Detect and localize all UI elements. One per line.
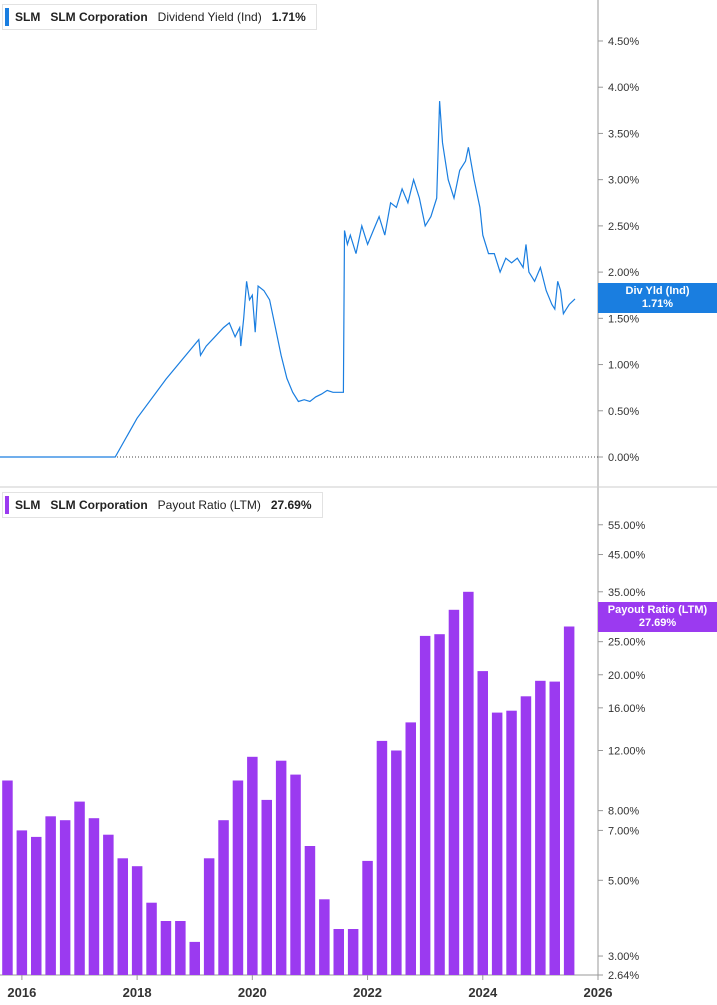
payout-bar (45, 816, 56, 975)
payout-bar (31, 836, 42, 975)
payout-bar (88, 818, 100, 975)
y-tick-label: 4.00% (608, 82, 639, 94)
legend-dividend-yield[interactable]: SLM SLM Corporation Dividend Yield (Ind)… (2, 4, 317, 30)
payout-bar (261, 799, 272, 975)
y-tick-label: 2.64% (608, 970, 639, 982)
payout-bar (319, 899, 330, 975)
legend-value: 1.71% (271, 10, 306, 24)
dividend-yield-badge: Div Yld (Ind) 1.71% (598, 283, 717, 313)
payout-bar (391, 750, 402, 975)
y-tick-label: 2.00% (608, 267, 639, 279)
y-tick-label: 25.00% (608, 637, 646, 649)
y-tick-label: 3.50% (608, 128, 639, 140)
badge-value: 1.71% (641, 298, 674, 310)
payout-bar (448, 609, 460, 975)
payout-bar (405, 722, 416, 975)
y-tick-label: 5.00% (608, 875, 639, 887)
x-tick-label: 2024 (468, 985, 498, 1000)
legend-ticker: SLM (15, 10, 41, 24)
payout-bar (463, 591, 474, 975)
x-tick-label: 2016 (7, 985, 36, 1000)
legend-company: SLM Corporation (50, 10, 148, 24)
payout-bar (16, 830, 28, 975)
legend-company: SLM Corporation (50, 498, 148, 512)
y-tick-label: 8.00% (608, 806, 639, 818)
y-tick-label: 12.00% (608, 745, 646, 757)
payout-bar (535, 680, 546, 975)
payout-bar (491, 712, 503, 975)
legend-ticker: SLM (15, 498, 41, 512)
payout-bar (146, 902, 157, 975)
payout-bar (175, 921, 186, 975)
payout-bar (218, 820, 229, 975)
y-tick-label: 0.00% (608, 452, 639, 464)
payout-bar (419, 635, 431, 975)
payout-bar (59, 820, 71, 975)
payout-bar (247, 756, 258, 975)
y-tick-label: 16.00% (608, 703, 646, 715)
payout-bar (290, 774, 301, 975)
payout-bar (74, 801, 85, 975)
x-tick-label: 2018 (123, 985, 152, 1000)
payout-bar (275, 760, 287, 975)
payout-bar (506, 710, 517, 975)
legend-metric: Payout Ratio (LTM) (157, 498, 261, 512)
payout-bar (563, 626, 575, 975)
legend-metric: Dividend Yield (Ind) (157, 10, 262, 24)
legend-value: 27.69% (270, 498, 312, 512)
payout-bar (131, 866, 143, 975)
y-tick-label: 35.00% (608, 587, 646, 599)
y-tick-label: 4.50% (608, 36, 639, 48)
x-tick-label: 2022 (353, 985, 382, 1000)
dividend-yield-line (0, 101, 576, 458)
payout-bar (347, 929, 359, 975)
payout-bar (2, 780, 13, 975)
payout-bar (362, 860, 373, 975)
y-tick-label: 45.00% (608, 550, 646, 562)
payout-bar (304, 846, 316, 975)
payout-bar (160, 921, 172, 975)
payout-bar (376, 740, 388, 975)
payout-bar (232, 780, 244, 975)
x-tick-label: 2026 (584, 985, 613, 1000)
y-tick-label: 3.00% (608, 175, 639, 187)
payout-bar (203, 858, 215, 975)
legend-swatch-blue (5, 8, 9, 26)
payout-bar (333, 929, 344, 975)
badge-label: Div Yld (Ind) (625, 285, 690, 297)
payout-bar (477, 671, 488, 975)
y-tick-label: 0.50% (608, 406, 639, 418)
y-tick-label: 20.00% (608, 670, 646, 682)
x-tick-label: 2020 (238, 985, 267, 1000)
legend-swatch-purple (5, 496, 9, 514)
y-tick-label: 2.50% (608, 221, 639, 233)
badge-value: 27.69% (638, 617, 677, 629)
payout-ratio-badge: Payout Ratio (LTM) 27.69% (598, 602, 717, 632)
y-tick-label: 3.00% (608, 951, 639, 963)
y-tick-label: 1.50% (608, 313, 639, 325)
y-tick-label: 55.00% (608, 520, 646, 532)
payout-bar (117, 858, 128, 975)
payout-bar (189, 941, 200, 975)
badge-label: Payout Ratio (LTM) (607, 604, 708, 616)
payout-bar (103, 834, 114, 975)
payout-bar (434, 634, 445, 975)
payout-bar (520, 696, 532, 975)
legend-payout-ratio[interactable]: SLM SLM Corporation Payout Ratio (LTM) 2… (2, 492, 323, 518)
y-tick-label: 7.00% (608, 825, 639, 837)
y-tick-label: 1.00% (608, 360, 639, 372)
payout-bar (549, 681, 560, 975)
